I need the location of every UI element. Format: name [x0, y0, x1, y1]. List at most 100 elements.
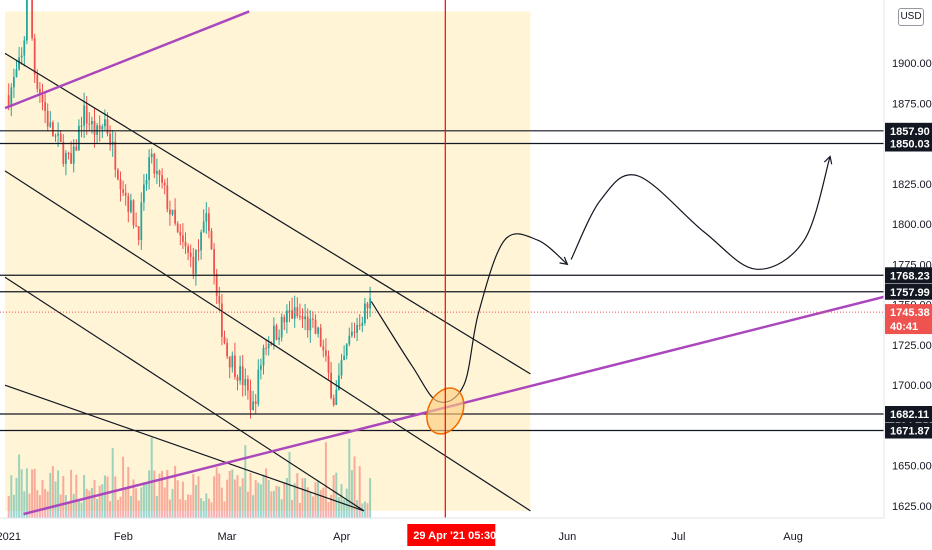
candle-body: [223, 336, 226, 343]
volume-bar: [7, 495, 10, 518]
projection-arrowhead: [559, 256, 569, 266]
volume-bar: [337, 497, 340, 518]
volume-bar: [189, 494, 192, 518]
candle-body: [283, 316, 286, 323]
candle-body: [262, 347, 265, 366]
candle-body: [228, 356, 231, 368]
candle-body: [208, 213, 210, 231]
volume-bar: [296, 473, 299, 518]
level-tag-text: 1757.99: [890, 287, 930, 299]
candle-body: [150, 153, 153, 158]
volume-bar: [311, 496, 314, 518]
candle-body: [158, 170, 161, 176]
y-tick-label: 1800.00: [892, 219, 932, 231]
candles: [7, 0, 371, 419]
candle-body: [174, 209, 176, 224]
volume-bar: [31, 469, 34, 518]
volume-bar: [319, 489, 322, 518]
volume-bar: [77, 499, 80, 518]
level-tag-text: 1768.23: [890, 270, 930, 282]
x-tick-label: Aug: [783, 531, 803, 543]
volume-bar: [283, 482, 286, 518]
candle-body: [182, 235, 184, 242]
x-tick-label: Mar: [218, 531, 237, 543]
volume-bar: [15, 478, 18, 518]
volume-bar: [298, 502, 301, 518]
volume-bar: [98, 485, 101, 518]
candle-body: [117, 169, 119, 180]
volume-bar: [366, 503, 369, 518]
volume-bar: [64, 495, 67, 518]
volume-bar: [135, 488, 138, 518]
volume-bar: [213, 476, 216, 518]
volume-bar: [239, 486, 242, 518]
candle-body: [65, 153, 67, 164]
candle-body: [280, 316, 283, 338]
candle-body: [143, 184, 145, 203]
candle-body: [148, 157, 150, 181]
candle-body: [70, 153, 72, 164]
candle-body: [221, 303, 223, 337]
volume-bar: [93, 479, 96, 518]
candle-body: [36, 74, 39, 89]
volume-bar: [327, 501, 330, 518]
y-tick-label: 1900.00: [892, 58, 932, 70]
candle-body: [293, 307, 296, 319]
volume-bar: [163, 487, 166, 518]
candle-body: [369, 298, 371, 309]
candle-body: [130, 200, 132, 212]
candle-body: [327, 355, 330, 373]
currency-badge[interactable]: USD: [898, 8, 924, 26]
level-tag-bg: [885, 122, 932, 139]
volume-bar: [129, 496, 132, 518]
channel-line: [4, 384, 365, 512]
candle-body: [104, 119, 106, 127]
volume-bar: [179, 499, 182, 518]
candle-body: [197, 250, 200, 252]
candle-body: [54, 135, 57, 137]
y-tick-label: 1650.00: [892, 461, 932, 473]
y-tick-label: 1875.00: [892, 98, 932, 110]
volume-bar: [106, 476, 109, 518]
candle-body: [215, 274, 218, 297]
volume-bar: [200, 498, 203, 518]
volume-bar: [127, 466, 130, 518]
candle-body: [98, 125, 101, 130]
volume-bar: [257, 482, 260, 518]
volume-bar: [285, 477, 288, 518]
level-tag-text: 1850.03: [890, 138, 930, 150]
volume-bar: [114, 476, 117, 518]
candle-body: [33, 38, 36, 75]
volume-bar: [161, 470, 164, 518]
candle-body: [306, 316, 309, 331]
candle-body: [106, 119, 109, 134]
candle-body: [119, 179, 122, 190]
volume-bar: [215, 467, 218, 518]
candle-body: [247, 379, 249, 391]
candle-body: [213, 249, 215, 275]
candle-body: [366, 303, 369, 309]
volume-bar: [145, 482, 148, 518]
candle-body: [299, 315, 301, 317]
candle-body: [340, 360, 343, 376]
candle-body: [132, 200, 135, 226]
level-tag-text: 1682.11: [890, 409, 929, 421]
volume-bar: [220, 487, 223, 518]
candle-body: [80, 125, 83, 127]
candle-body: [265, 347, 267, 349]
candle-body: [140, 202, 143, 241]
candle-body: [176, 223, 179, 232]
candle-body: [309, 318, 312, 331]
candle-body: [57, 133, 59, 136]
candle-body: [145, 180, 148, 185]
volume-bar: [306, 487, 309, 518]
candle-body: [195, 250, 197, 274]
volume-bar: [345, 488, 348, 518]
y-tick-label: 1725.00: [892, 340, 932, 352]
volume-bar: [18, 454, 21, 518]
candle-body: [200, 232, 202, 251]
volume-bar: [25, 468, 28, 518]
volume-bar: [278, 486, 281, 518]
